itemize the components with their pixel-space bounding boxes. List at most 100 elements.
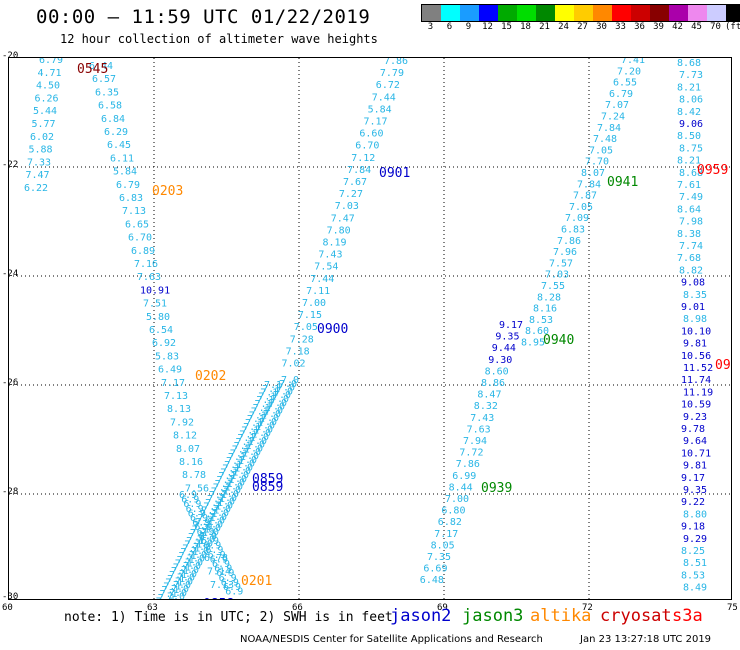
- swh-value: 8.95: [521, 338, 545, 349]
- swh-value-overlap: 7.0: [263, 409, 281, 420]
- swh-value-overlap: 7.0: [203, 523, 221, 534]
- swh-value-overlap: 7.0: [227, 478, 245, 489]
- pass-time-label: 0859: [252, 472, 283, 487]
- swh-value: 7.17: [161, 378, 185, 389]
- swh-value-overlap: 7.1: [218, 471, 236, 482]
- swh-value-overlap: 7.0: [273, 390, 291, 401]
- swh-value-overlap: 6.9: [194, 522, 212, 533]
- swh-value: 7.86: [384, 58, 408, 67]
- swh-value: 7.74: [679, 241, 703, 252]
- swh-value-overlap: 7.0: [211, 508, 229, 519]
- swh-value-overlap: 7.1: [228, 452, 246, 463]
- swh-value: 7.07: [605, 100, 629, 111]
- y-tick-label: -30: [2, 592, 19, 602]
- swh-value: 6.22: [24, 183, 48, 194]
- pass-time-label-overlap: 0859: [252, 480, 283, 495]
- swh-value-overlap: 7.0: [261, 413, 279, 424]
- legend-label: 27: [577, 22, 588, 32]
- swh-value-overlap: 7.1: [182, 543, 200, 554]
- swh-value: 8.21: [677, 82, 701, 93]
- swh-value: 8.44: [449, 482, 473, 493]
- swh-value: 11.74: [681, 375, 711, 386]
- swh-value-overlap: 6.9: [192, 518, 210, 529]
- swh-value: 9.44: [492, 343, 516, 354]
- swh-value: 8.05: [431, 540, 455, 551]
- pass-time-label: 0900: [317, 322, 348, 337]
- swh-value: 6.79: [609, 89, 633, 100]
- swh-value-overlap: 7.0: [199, 531, 217, 542]
- swh-value-overlap: 7.1: [207, 494, 225, 505]
- swh-value-overlap: 7.0: [223, 485, 241, 496]
- swh-value: 6.26: [35, 93, 59, 104]
- swh-value-overlap: 7.1: [256, 395, 274, 406]
- legend-swatch: [650, 5, 669, 21]
- swh-value: 7.43: [470, 413, 494, 424]
- swh-value: 8.50: [677, 131, 701, 142]
- swh-value-overlap: 7.0: [277, 383, 295, 394]
- swh-value-overlap: 7.1: [198, 513, 216, 524]
- swh-value-overlap: 7.0: [171, 584, 189, 595]
- y-tick-label: -28: [2, 487, 19, 497]
- swh-value: 8.64: [677, 204, 701, 215]
- swh-value-overlap: 7.1: [249, 410, 267, 421]
- swh-value-overlap: 7.1: [186, 536, 204, 547]
- swh-value: 8.38: [677, 229, 701, 240]
- swh-value: 7.14: [207, 567, 231, 578]
- swh-value-overlap: 7.0: [271, 394, 289, 405]
- legend-swatch: [441, 5, 460, 21]
- swh-value: 8.53: [529, 315, 553, 326]
- swh-value-overlap: 7.1: [205, 498, 223, 509]
- swh-value: 7.96: [553, 247, 577, 258]
- swh-value-overlap: 6.9: [214, 564, 232, 575]
- swh-value: 7.80: [327, 225, 351, 236]
- swh-value-overlap: 7.1: [190, 528, 208, 539]
- swh-value: 9.18: [681, 522, 705, 533]
- y-tick-label: -20: [2, 51, 19, 61]
- swh-value: 5.84: [113, 167, 137, 178]
- swh-value-overlap: 7.1: [222, 464, 240, 475]
- swh-value: 5.88: [29, 145, 53, 156]
- swh-value: 8.42: [677, 107, 701, 118]
- swh-value-overlap: 7.0: [197, 535, 215, 546]
- swh-value-overlap: 6.9: [216, 568, 234, 579]
- swh-value-overlap: 7.1: [213, 483, 231, 494]
- y-tick-label: -24: [2, 269, 19, 279]
- swh-value: 6.82: [438, 517, 462, 528]
- swh-value: 7.24: [601, 112, 625, 123]
- legend-swatch: [574, 5, 593, 21]
- swh-value: 9.17: [681, 473, 705, 484]
- satellite-jason2: jason2: [390, 606, 452, 626]
- swh-value: 5.84: [368, 104, 392, 115]
- swh-value-overlap: 7.1: [247, 414, 265, 425]
- swh-value-overlap: 7.1: [237, 433, 255, 444]
- swh-value: 6.60: [359, 129, 383, 140]
- swh-value-overlap: 7.0: [195, 538, 213, 549]
- swh-value: 7.12: [351, 153, 375, 164]
- swh-value: 9.81: [683, 461, 707, 472]
- swh-value-overlap: 7.0: [169, 588, 187, 599]
- swh-value-overlap: 7.0: [255, 424, 273, 435]
- swh-value: 7.47: [331, 213, 355, 224]
- swh-value-overlap: 7.1: [175, 559, 193, 570]
- swh-value: 8.86: [481, 378, 505, 389]
- swh-value: 7.72: [459, 448, 483, 459]
- swh-value-overlap: 7.1: [253, 403, 271, 414]
- swh-value: 6.70: [355, 141, 379, 152]
- swh-value-overlap: 7.0: [239, 455, 257, 466]
- swh-value: 7.49: [679, 192, 703, 203]
- swh-value-overlap: 7.0: [221, 489, 239, 500]
- swh-value-overlap: 7.0: [267, 402, 285, 413]
- satellite-jason3: jason3: [462, 606, 524, 626]
- swh-value-overlap: 7.0: [167, 592, 185, 599]
- swh-value-overlap: 7.1: [220, 467, 238, 478]
- legend-swatch: [612, 5, 631, 21]
- swh-value: 7.15: [298, 310, 322, 321]
- swh-value: 7.51: [143, 299, 167, 310]
- swh-value-overlap: 7.1: [180, 547, 198, 558]
- legend-swatch: [688, 5, 707, 21]
- swh-value-overlap: 6.9: [197, 527, 215, 538]
- swh-value-overlap: 6.9: [221, 577, 239, 588]
- swh-value: 7.17: [364, 117, 388, 128]
- swh-value-overlap: 7.0: [243, 447, 261, 458]
- swh-value: 11.52: [683, 363, 713, 374]
